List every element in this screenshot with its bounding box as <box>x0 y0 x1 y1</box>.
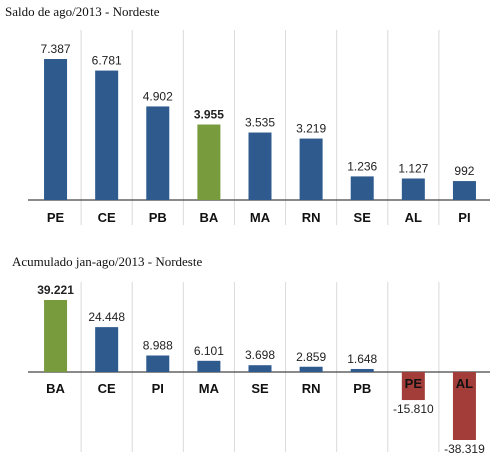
value-label-pi: 8.988 <box>143 339 173 353</box>
value-label-ba: 3.955 <box>194 108 224 122</box>
bar-ba <box>44 300 68 372</box>
bar-pb <box>146 106 170 200</box>
category-label-al: AL <box>456 376 473 391</box>
category-label-pi: PI <box>458 210 470 225</box>
value-label-rn: 2.859 <box>296 350 326 364</box>
bar-pb <box>350 368 374 372</box>
bar-rn <box>299 366 323 372</box>
value-label-pe: -15.810 <box>393 402 434 416</box>
bar-se <box>350 176 374 200</box>
bar-pi <box>146 355 170 372</box>
category-label-ce: CE <box>98 210 116 225</box>
category-label-al: AL <box>405 210 422 225</box>
category-label-ce: CE <box>98 381 116 396</box>
value-label-ma: 6.101 <box>194 344 224 358</box>
bar-se <box>248 365 272 372</box>
value-label-pb: 4.902 <box>143 89 173 103</box>
category-label-ba: BA <box>46 381 65 396</box>
chart-title-acumulado: Acumulado jan-ago/2013 - Nordeste <box>12 254 203 269</box>
bar-ma <box>248 132 272 200</box>
bar-ce <box>95 70 119 200</box>
category-label-pb: PB <box>353 381 371 396</box>
bar-ma <box>197 360 221 372</box>
bar-al <box>452 372 476 440</box>
category-label-se: SE <box>251 381 269 396</box>
value-label-se: 1.236 <box>347 159 377 173</box>
value-label-ba: 39.221 <box>37 283 74 297</box>
value-label-pi: 992 <box>454 164 474 178</box>
bar-al <box>401 178 425 200</box>
category-label-ma: MA <box>199 381 220 396</box>
value-label-pe: 7.387 <box>41 42 71 56</box>
chart-title-saldo: Saldo de ago/2013 - Nordeste <box>5 4 160 19</box>
bar-ce <box>95 327 119 372</box>
category-label-rn: RN <box>302 210 321 225</box>
bar-pe <box>44 59 68 200</box>
category-label-ba: BA <box>199 210 218 225</box>
value-label-ce: 6.781 <box>92 54 122 68</box>
category-label-pi: PI <box>152 381 164 396</box>
bar-pi <box>452 181 476 200</box>
value-label-rn: 3.219 <box>296 122 326 136</box>
bar-ba <box>197 124 221 200</box>
category-label-pb: PB <box>149 210 167 225</box>
value-label-ce: 24.448 <box>88 310 125 324</box>
category-label-ma: MA <box>250 210 271 225</box>
category-label-se: SE <box>354 210 372 225</box>
category-label-pe: PE <box>405 376 423 391</box>
value-label-pb: 1.648 <box>347 352 377 366</box>
category-label-pe: PE <box>47 210 65 225</box>
value-label-se: 3.698 <box>245 348 275 362</box>
bar-pe <box>401 372 425 401</box>
category-label-rn: RN <box>302 381 321 396</box>
bar-rn <box>299 138 323 200</box>
value-label-ma: 3.535 <box>245 116 275 130</box>
value-label-al: -38.319 <box>444 442 485 456</box>
value-label-al: 1.127 <box>398 161 428 175</box>
